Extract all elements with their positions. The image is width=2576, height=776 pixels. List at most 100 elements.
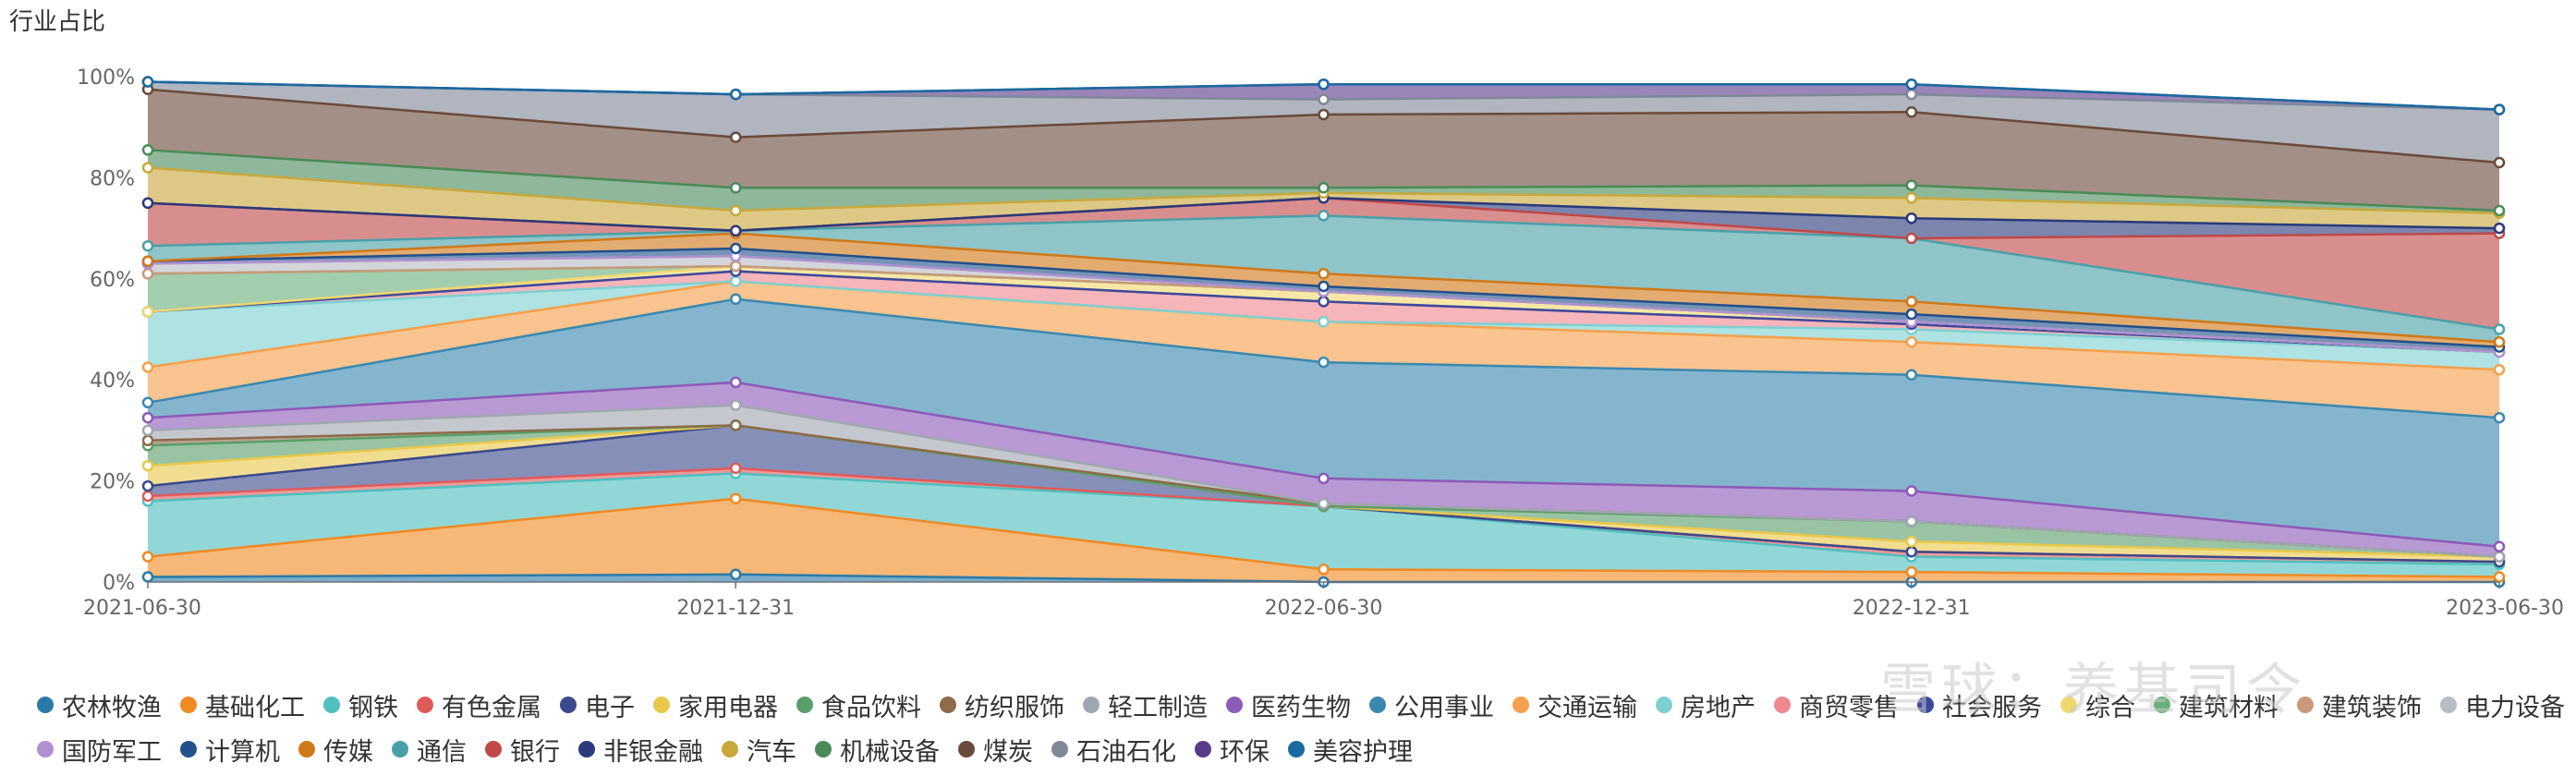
series-0-point[interactable]: [730, 568, 742, 581]
series-10-point[interactable]: [730, 293, 742, 305]
series-26-point[interactable]: [2493, 204, 2506, 217]
legend-item[interactable]: 交通运输: [1513, 688, 1637, 722]
series-4-point[interactable]: [141, 479, 154, 492]
legend-item[interactable]: 机械设备: [815, 733, 940, 767]
series-1-point[interactable]: [730, 492, 742, 504]
series-9-point[interactable]: [1318, 472, 1330, 485]
series-27-point[interactable]: [730, 131, 742, 143]
legend-item[interactable]: 家用电器: [653, 688, 778, 722]
legend-item[interactable]: 食品饮料: [796, 688, 921, 722]
series-30-point[interactable]: [1905, 78, 1918, 91]
series-8-point[interactable]: [1905, 515, 1918, 527]
series-9-point[interactable]: [1905, 485, 1918, 497]
series-20-point[interactable]: [1905, 308, 1918, 321]
series-12-point[interactable]: [1318, 316, 1330, 328]
series-21-point[interactable]: [1905, 296, 1918, 308]
series-17-point[interactable]: [730, 260, 742, 273]
series-10-point[interactable]: [1318, 356, 1330, 369]
legend-item[interactable]: 钢铁: [323, 688, 398, 722]
legend-item[interactable]: 房地产: [1656, 688, 1756, 722]
legend-item[interactable]: 电子: [560, 688, 635, 722]
series-9-point[interactable]: [141, 411, 154, 424]
series-27-point[interactable]: [1318, 108, 1330, 121]
series-26-point[interactable]: [730, 182, 742, 194]
legend-item[interactable]: 环保: [1195, 733, 1270, 767]
series-22-point[interactable]: [1318, 210, 1330, 222]
series-0-point[interactable]: [141, 571, 154, 583]
legend-item[interactable]: 农林牧渔: [37, 688, 162, 722]
series-20-point[interactable]: [1318, 280, 1330, 293]
legend-item[interactable]: 基础化工: [180, 688, 305, 722]
legend-item[interactable]: 社会服务: [1917, 688, 2042, 722]
series-1-point[interactable]: [1905, 565, 1918, 578]
legend-item[interactable]: 汽车: [722, 733, 796, 767]
legend-item[interactable]: 美容护理: [1288, 733, 1413, 767]
series-26-point[interactable]: [1318, 182, 1330, 194]
series-26-point[interactable]: [1905, 179, 1918, 191]
legend-item[interactable]: 商贸零售: [1774, 688, 1899, 722]
legend-item[interactable]: 公用事业: [1369, 688, 1494, 722]
series-1-point[interactable]: [2493, 571, 2506, 583]
legend-item[interactable]: 有色金属: [417, 688, 541, 722]
series-1-point[interactable]: [1318, 564, 1330, 576]
series-24-point[interactable]: [2493, 222, 2506, 235]
legend-item[interactable]: 传媒: [298, 733, 373, 767]
series-15-point[interactable]: [141, 306, 154, 318]
series-7-point[interactable]: [730, 419, 742, 431]
series-11-point[interactable]: [2493, 364, 2506, 376]
series-22-point[interactable]: [141, 239, 154, 252]
legend-item[interactable]: 医药生物: [1226, 688, 1351, 722]
series-25-point[interactable]: [141, 162, 154, 174]
series-22-point[interactable]: [2493, 323, 2506, 335]
legend-item[interactable]: 电力设备: [2440, 688, 2565, 722]
series-25-point[interactable]: [1905, 192, 1918, 204]
series-24-point[interactable]: [141, 197, 154, 210]
series-8-point[interactable]: [141, 424, 154, 437]
series-9-point[interactable]: [730, 376, 742, 389]
series-27-point[interactable]: [2493, 156, 2506, 169]
series-7-point[interactable]: [141, 434, 154, 447]
series-24-point[interactable]: [730, 224, 742, 237]
series-3-point[interactable]: [730, 462, 742, 475]
series-26-point[interactable]: [141, 144, 154, 156]
series-30-point[interactable]: [730, 88, 742, 101]
legend-item[interactable]: 银行: [485, 733, 560, 767]
series-9-point[interactable]: [2493, 540, 2506, 552]
legend-item[interactable]: 建筑材料: [2154, 688, 2278, 722]
legend-item[interactable]: 综合: [2060, 688, 2135, 722]
series-4-point[interactable]: [1905, 545, 1918, 558]
legend-item[interactable]: 通信: [392, 733, 467, 767]
series-21-point[interactable]: [1318, 268, 1330, 280]
series-20-point[interactable]: [730, 242, 742, 255]
legend-item[interactable]: 计算机: [180, 733, 280, 767]
legend-item[interactable]: 国防军工: [37, 733, 162, 767]
series-28-point[interactable]: [1905, 88, 1918, 101]
series-5-point[interactable]: [1905, 535, 1918, 548]
series-28-point[interactable]: [1318, 93, 1330, 105]
series-5-point[interactable]: [141, 459, 154, 472]
series-8-point[interactable]: [2493, 551, 2506, 563]
series-10-point[interactable]: [1905, 369, 1918, 381]
legend-item[interactable]: 煤炭: [958, 733, 1033, 767]
series-21-point[interactable]: [141, 255, 154, 267]
series-12-point[interactable]: [730, 275, 742, 287]
series-8-point[interactable]: [730, 399, 742, 411]
series-30-point[interactable]: [1318, 78, 1330, 91]
series-30-point[interactable]: [2493, 103, 2506, 115]
series-1-point[interactable]: [141, 551, 154, 563]
series-21-point[interactable]: [2493, 335, 2506, 348]
series-30-point[interactable]: [141, 76, 154, 88]
series-25-point[interactable]: [730, 204, 742, 217]
legend-item[interactable]: 石油石化: [1051, 733, 1176, 767]
legend-item[interactable]: 非银金融: [578, 733, 703, 767]
series-17-point[interactable]: [141, 268, 154, 280]
legend-item[interactable]: 纺织服饰: [940, 688, 1064, 722]
series-3-point[interactable]: [141, 490, 154, 503]
legend-item[interactable]: 轻工制造: [1083, 688, 1208, 722]
series-10-point[interactable]: [2493, 411, 2506, 424]
series-11-point[interactable]: [1905, 335, 1918, 348]
series-11-point[interactable]: [141, 361, 154, 373]
series-10-point[interactable]: [141, 396, 154, 409]
legend-item[interactable]: 建筑装饰: [2297, 688, 2422, 722]
series-8-point[interactable]: [1318, 497, 1330, 510]
